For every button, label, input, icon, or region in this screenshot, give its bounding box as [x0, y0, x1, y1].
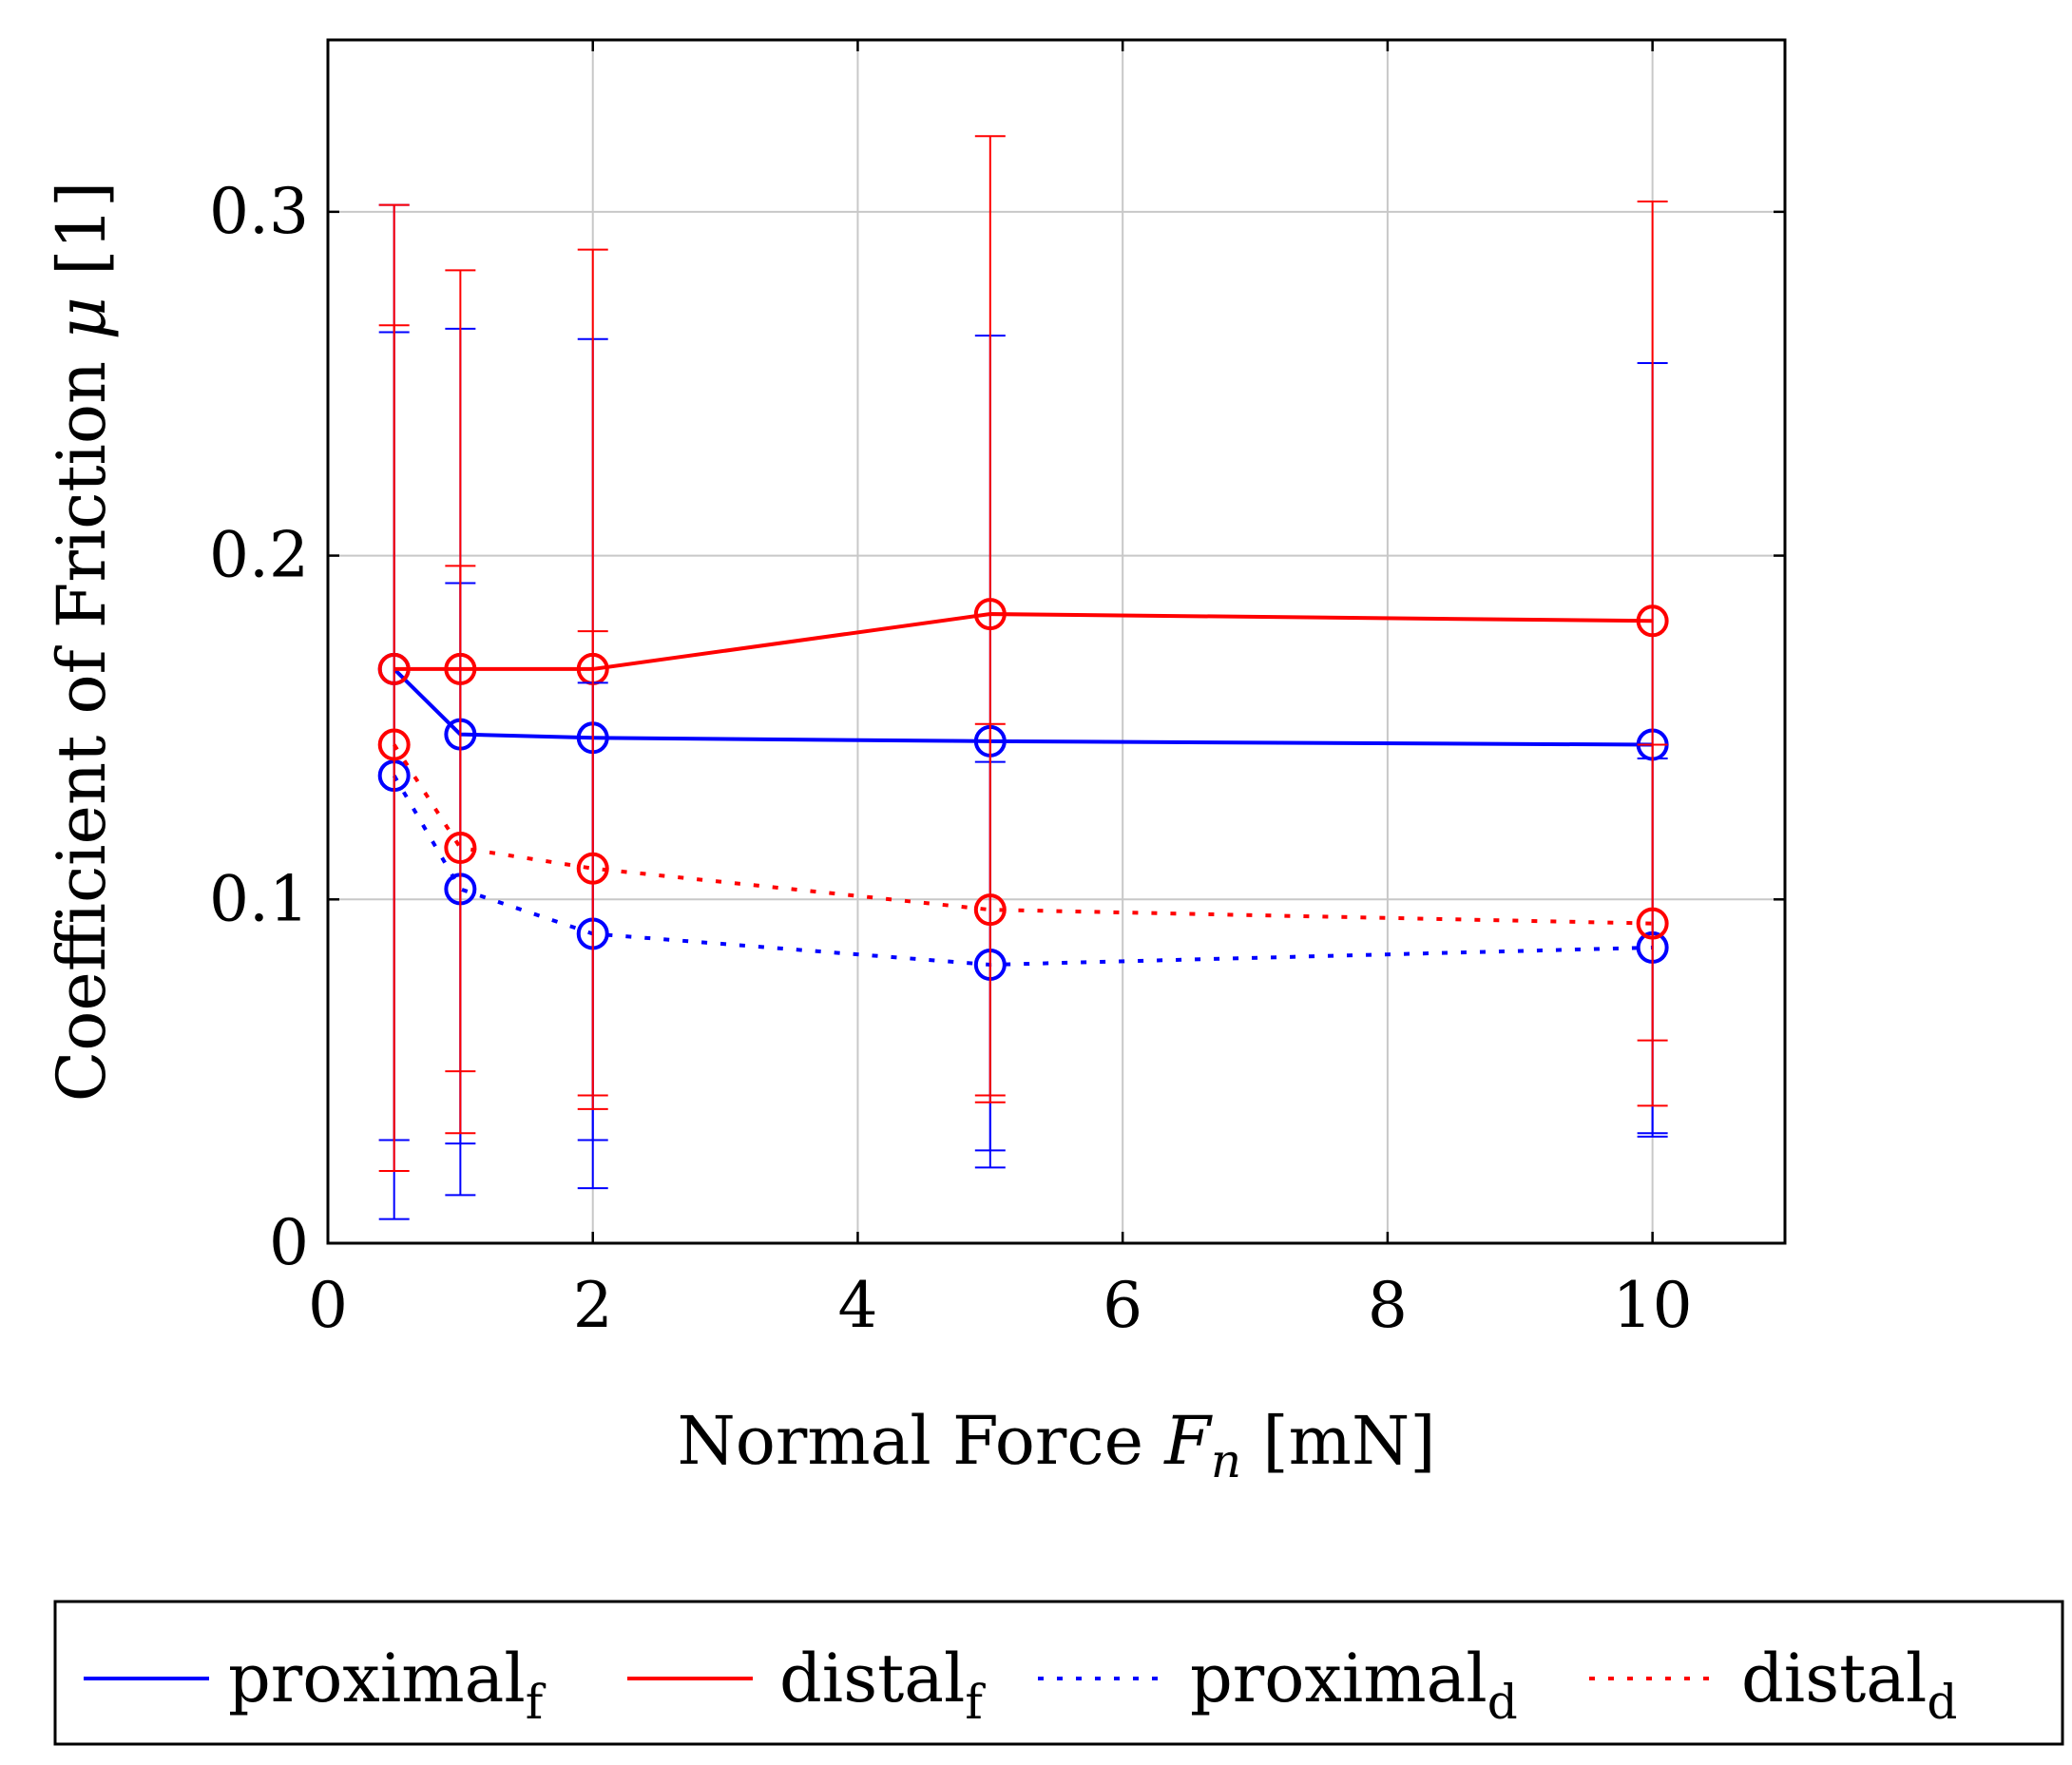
y-axis-label: Coefficient of Friction μ [1]	[43, 182, 121, 1103]
legend-label-sub: f	[526, 1675, 547, 1730]
legend-label-distal-f: distalf	[779, 1640, 986, 1730]
x-axis-label-pre: Normal Force	[677, 1402, 1164, 1480]
legend-label-distal-d: distald	[1741, 1640, 1957, 1730]
data-point	[973, 598, 1007, 631]
x-tick-label: 4	[837, 1269, 877, 1342]
x-tick-label: 0	[308, 1269, 348, 1342]
plot-area	[377, 135, 1669, 1220]
legend-label-base: distal	[1741, 1640, 1927, 1717]
x-tick-label: 6	[1103, 1269, 1142, 1342]
series-proximal-d	[377, 331, 1669, 1197]
legend-label-sub: f	[965, 1675, 986, 1730]
y-tick-label: 0.1	[209, 862, 309, 935]
x-tick-label: 10	[1613, 1269, 1693, 1342]
series-line	[392, 743, 1653, 926]
y-axis-label-post: [1]	[43, 182, 121, 297]
data-point	[1636, 907, 1669, 940]
data-point	[444, 832, 477, 865]
x-axis-label-sub: n	[1211, 1433, 1241, 1488]
x-tick-label: 8	[1368, 1269, 1408, 1342]
series-distal-d	[377, 324, 1669, 1173]
series-line	[392, 775, 1653, 968]
legend-label-base: proximal	[1190, 1640, 1487, 1717]
legend-label-sub: d	[1487, 1675, 1518, 1730]
legend-label-proximal-f: proximalf	[228, 1640, 547, 1730]
legend-box	[53, 1600, 2064, 1746]
x-axis-label: Normal Force Fn [mN]	[677, 1402, 1435, 1488]
axis-ticks: 0 2 4 6 8 10 0 0.1 0.2 0.3	[209, 40, 1785, 1342]
x-axis-label-var: F	[1162, 1402, 1213, 1480]
y-tick-label: 0.2	[209, 519, 309, 592]
x-axis-label-post: [mN]	[1241, 1402, 1436, 1480]
y-axis-label-pre: Coefficient of Friction	[43, 340, 121, 1103]
data-point	[377, 728, 411, 761]
legend-label-proximal-d: proximald	[1190, 1640, 1518, 1730]
data-point	[576, 852, 609, 885]
data-point	[1636, 604, 1669, 638]
series-distal-f	[377, 135, 1669, 1141]
x-tick-label: 2	[573, 1269, 613, 1342]
legend-label-base: distal	[779, 1640, 965, 1717]
y-axis-label-var: μ	[43, 297, 121, 340]
plot-frame	[326, 38, 1787, 1245]
legend-label-base: proximal	[228, 1640, 526, 1717]
grid	[327, 40, 1785, 1244]
data-point	[973, 893, 1007, 927]
y-tick-label: 0	[269, 1206, 309, 1279]
series-proximal-f	[377, 203, 1669, 1220]
y-tick-label: 0.3	[209, 175, 309, 248]
legend-label-sub: d	[1927, 1675, 1957, 1730]
legend: proximalf distalf proximald distald	[53, 1600, 2064, 1746]
